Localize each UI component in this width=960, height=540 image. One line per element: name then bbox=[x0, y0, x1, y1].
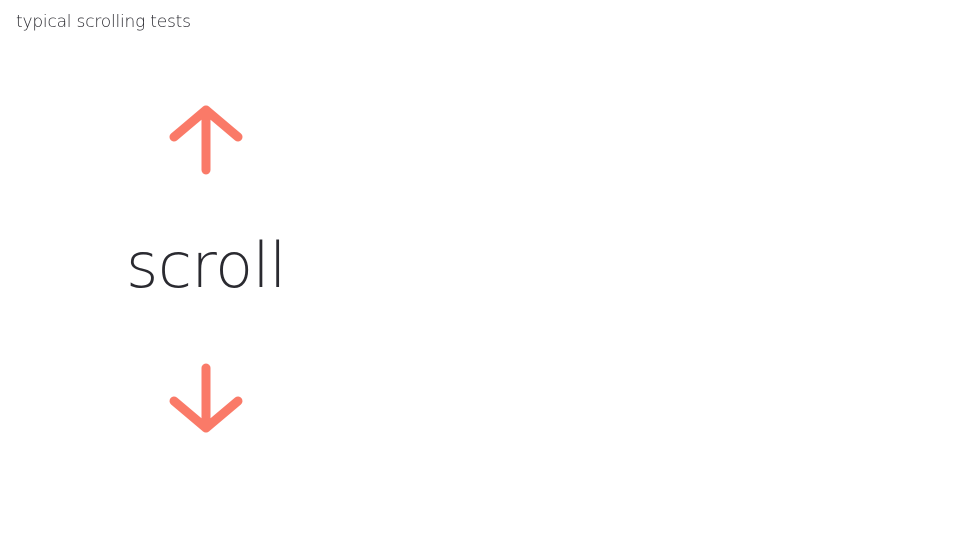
arrow-up-icon bbox=[169, 105, 243, 175]
page-title: typical scrolling tests bbox=[16, 12, 191, 32]
arrow-down-icon bbox=[169, 363, 243, 433]
scroll-indicator: scroll bbox=[120, 100, 292, 440]
scroll-label: scroll bbox=[126, 229, 286, 302]
